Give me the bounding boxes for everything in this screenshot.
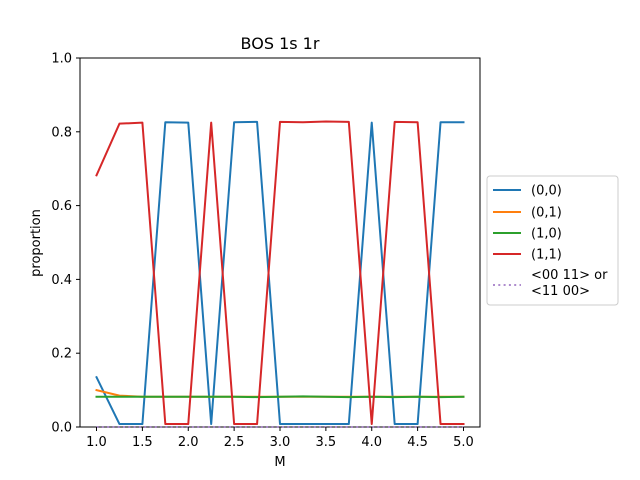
- x-axis-label: M: [274, 455, 285, 470]
- y-tick-label: 0.8: [51, 125, 72, 140]
- x-tick-label: 5.0: [453, 435, 474, 450]
- x-tick-label: 3.5: [316, 435, 337, 450]
- plot-frame: [80, 58, 480, 427]
- legend-label-0: (0,0): [531, 184, 562, 199]
- y-tick-label: 0.6: [51, 199, 72, 214]
- x-tick-label: 2.0: [178, 435, 199, 450]
- x-tick-label: 3.0: [270, 435, 291, 450]
- series-line-2: [97, 396, 464, 397]
- y-tick-label: 0.0: [51, 421, 72, 436]
- legend-label-4: <11 00>: [531, 284, 590, 299]
- y-axis-label: proportion: [29, 209, 44, 277]
- x-tick-label: 4.5: [407, 435, 428, 450]
- legend-label-4: <00 11> or: [531, 268, 608, 283]
- legend: (0,0) (0,1) (1,0) (1,1) <00 11> or<11 00>: [487, 176, 618, 305]
- y-tick-label: 1.0: [51, 52, 72, 67]
- y-tick-label: 0.2: [51, 347, 72, 362]
- y-tick-label: 0.4: [51, 273, 72, 288]
- chart-title: BOS 1s 1r: [241, 34, 320, 53]
- x-tick-label: 4.0: [361, 435, 382, 450]
- legend-label-2: (1,0): [531, 227, 562, 242]
- x-tick-label: 2.5: [224, 435, 245, 450]
- x-tick-label: 1.0: [86, 435, 107, 450]
- plot-area: 1.0 1.5 2.0 2.5 3.0 3.5 4.0 4.5 5.0 0.0 0.2 0.4 0.6…: [51, 52, 480, 451]
- legend-label-3: (1,1): [531, 248, 562, 263]
- legend-label-1: (0,1): [531, 206, 562, 221]
- x-tick-label: 1.5: [132, 435, 153, 450]
